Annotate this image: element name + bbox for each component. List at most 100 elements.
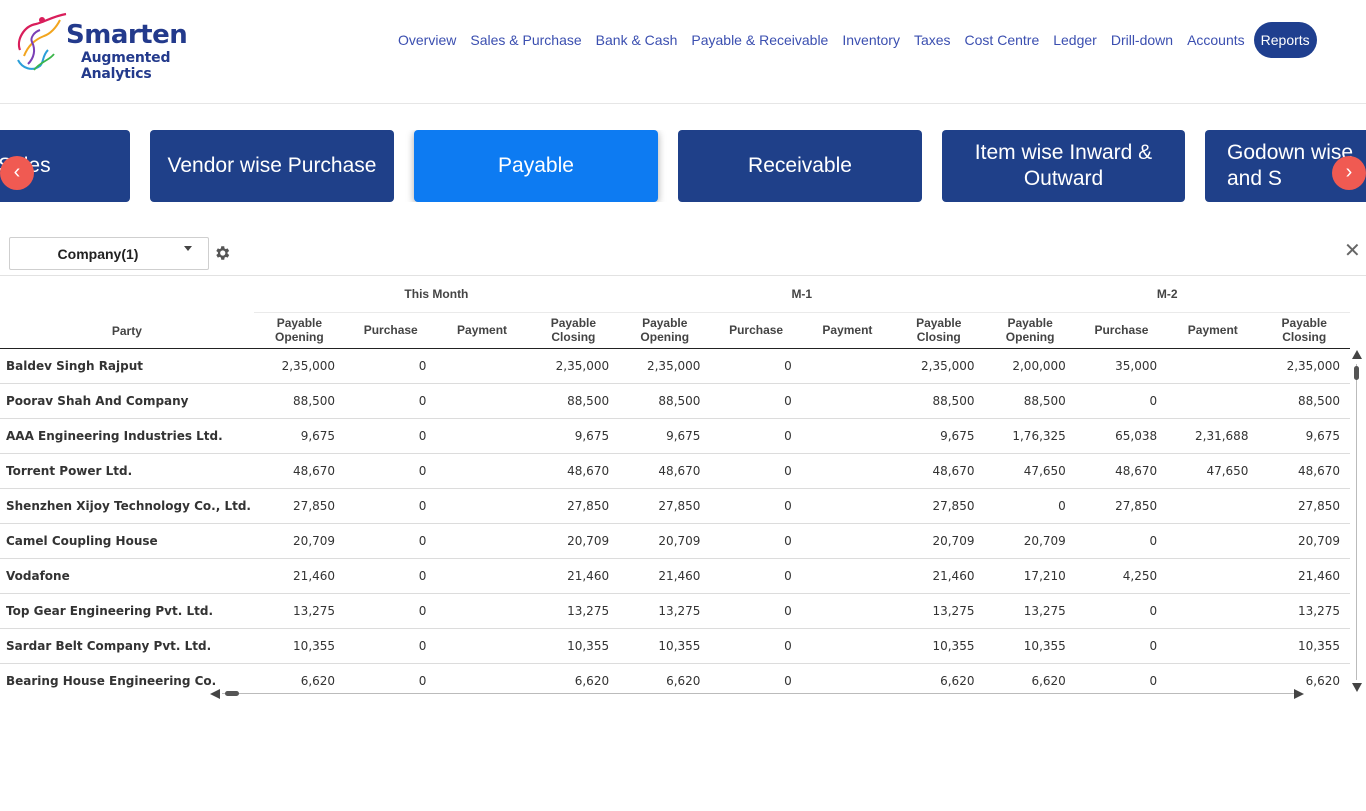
value-cell: 88,500 — [619, 383, 711, 419]
party-cell: AAA Engineering Industries Ltd. — [0, 418, 254, 454]
value-cell: 4,250 — [1075, 558, 1168, 594]
company-filter-dropdown[interactable]: Company(1) — [9, 237, 209, 270]
value-cell: 9,675 — [1258, 418, 1350, 454]
column-header-payable-opening[interactable]: Payable Opening — [619, 311, 711, 348]
table-row[interactable]: Torrent Power Ltd. 48,670 0 48,670 48,67… — [0, 453, 1350, 489]
horizontal-scroll-track[interactable] — [222, 693, 1296, 694]
value-cell: 6,620 — [984, 663, 1076, 696]
value-cell: 13,275 — [1258, 593, 1350, 629]
column-header-purchase[interactable]: Purchase — [345, 311, 437, 348]
value-cell: 0 — [710, 488, 802, 524]
value-cell: 48,670 — [253, 453, 346, 489]
brand-logo[interactable]: Smarten Augmented Analytics — [14, 10, 244, 82]
nav-item-accounts[interactable]: Accounts — [1187, 32, 1245, 48]
column-header-payable-closing[interactable]: Payable Closing — [1258, 311, 1350, 348]
brand-name: Smarten — [66, 20, 188, 50]
table-row[interactable]: AAA Engineering Industries Ltd. 9,675 0 … — [0, 418, 1350, 454]
value-cell — [436, 558, 528, 594]
column-header-payable-opening[interactable]: Payable Opening — [253, 311, 346, 348]
value-cell: 0 — [1075, 383, 1168, 419]
column-header-purchase[interactable]: Purchase — [710, 311, 802, 348]
close-icon[interactable]: ✕ — [1344, 240, 1361, 262]
app-header: Smarten Augmented Analytics Overview Sal… — [0, 0, 1366, 104]
horizontal-scroll-thumb[interactable] — [225, 691, 239, 696]
column-header-payable-closing[interactable]: Payable Closing — [893, 311, 985, 348]
carousel-prev-button[interactable]: ‹ — [0, 156, 34, 190]
value-cell: 88,500 — [984, 383, 1076, 419]
table-row[interactable]: Bearing House Engineering Co. 6,620 0 6,… — [0, 663, 1350, 696]
value-cell: 27,850 — [893, 488, 985, 524]
nav-item-overview[interactable]: Overview — [398, 32, 457, 48]
column-header-party[interactable]: Party — [111, 323, 142, 338]
table-row[interactable]: Top Gear Engineering Pvt. Ltd. 13,275 0 … — [0, 593, 1350, 629]
party-cell: Camel Coupling House — [0, 523, 254, 559]
value-cell: 0 — [345, 523, 437, 559]
value-cell: 0 — [345, 418, 437, 454]
table-row[interactable]: Poorav Shah And Company 88,500 0 88,500 … — [0, 383, 1350, 419]
value-cell — [436, 523, 528, 559]
tile-item-wise-inward-outward[interactable]: Item wise Inward & Outward — [942, 130, 1185, 202]
scroll-right-arrow-icon[interactable] — [1294, 689, 1304, 699]
nav-item-drill-down[interactable]: Drill-down — [1110, 32, 1174, 48]
nav-item-reports[interactable]: Reports — [1253, 22, 1317, 58]
value-cell: 27,850 — [527, 488, 620, 524]
column-header-payable-opening[interactable]: Payable Opening — [984, 311, 1076, 348]
value-cell: 9,675 — [527, 418, 620, 454]
value-cell: 0 — [710, 523, 802, 559]
chevron-right-icon: › — [1345, 161, 1353, 183]
carousel-next-button[interactable]: › — [1332, 156, 1366, 190]
column-header-payment[interactable]: Payment — [1167, 311, 1259, 348]
nav-item-sales-purchase[interactable]: Sales & Purchase — [470, 32, 582, 48]
horizontal-scrollbar[interactable] — [210, 688, 1306, 700]
nav-item-payable-receivable[interactable]: Payable & Receivable — [691, 32, 829, 48]
value-cell — [436, 383, 528, 419]
value-cell: 13,275 — [984, 593, 1076, 629]
dancer-swirl-logo-icon — [17, 12, 67, 71]
table-row[interactable]: Sardar Belt Company Pvt. Ltd. 10,355 0 1… — [0, 628, 1350, 664]
tile-vendor-wise-purchase[interactable]: Vendor wise Purchase — [150, 130, 394, 202]
value-cell — [436, 348, 528, 384]
table-row[interactable]: Vodafone 21,460 0 21,460 21,460 0 21,460… — [0, 558, 1350, 594]
value-cell: 0 — [710, 348, 802, 384]
tile-godown-wise[interactable]: Godown wise and S — [1205, 130, 1366, 202]
nav-item-inventory[interactable]: Inventory — [842, 32, 900, 48]
chevron-down-icon — [184, 246, 192, 251]
value-cell: 27,850 — [1258, 488, 1350, 524]
vertical-scroll-track[interactable] — [1356, 364, 1357, 680]
column-header-payment[interactable]: Payment — [801, 311, 894, 348]
value-cell: 47,650 — [984, 453, 1076, 489]
nav-item-cost-centre[interactable]: Cost Centre — [964, 32, 1040, 48]
value-cell: 27,850 — [253, 488, 346, 524]
table-row[interactable]: Baldev Singh Rajput 2,35,000 0 2,35,000 … — [0, 348, 1350, 384]
group-header-m-1: M-1 — [791, 286, 813, 301]
value-cell: 6,620 — [619, 663, 711, 696]
column-header-payable-closing[interactable]: Payable Closing — [527, 311, 620, 348]
tile-payable[interactable]: Payable — [414, 130, 658, 202]
value-cell: 0 — [710, 453, 802, 489]
nav-item-ledger[interactable]: Ledger — [1053, 32, 1097, 48]
value-cell — [801, 558, 894, 594]
table-row[interactable]: Shenzhen Xijoy Technology Co., Ltd. 27,8… — [0, 488, 1350, 524]
party-cell: Vodafone — [0, 558, 254, 594]
value-cell: 0 — [1075, 523, 1168, 559]
column-header-payment[interactable]: Payment — [436, 311, 528, 348]
scroll-left-arrow-icon[interactable] — [210, 689, 220, 699]
vertical-scrollbar[interactable] — [1350, 350, 1364, 695]
value-cell — [801, 488, 894, 524]
nav-item-taxes[interactable]: Taxes — [913, 32, 951, 48]
column-header-purchase[interactable]: Purchase — [1075, 311, 1168, 348]
scroll-up-arrow-icon[interactable] — [1352, 350, 1362, 359]
filter-divider — [0, 275, 1366, 276]
value-cell: 0 — [710, 663, 802, 696]
scroll-down-arrow-icon[interactable] — [1352, 683, 1362, 692]
value-cell — [1167, 488, 1259, 524]
value-cell: 10,355 — [1258, 628, 1350, 664]
table-row[interactable]: Camel Coupling House 20,709 0 20,709 20,… — [0, 523, 1350, 559]
gear-icon[interactable] — [213, 244, 231, 262]
value-cell: 20,709 — [984, 523, 1076, 559]
payable-report-table: Party This Month M-1 M-2 Payable Opening… — [0, 276, 1350, 696]
vertical-scroll-thumb[interactable] — [1354, 366, 1359, 380]
value-cell: 0 — [345, 383, 437, 419]
nav-item-bank-cash[interactable]: Bank & Cash — [595, 32, 678, 48]
tile-receivable[interactable]: Receivable — [678, 130, 922, 202]
